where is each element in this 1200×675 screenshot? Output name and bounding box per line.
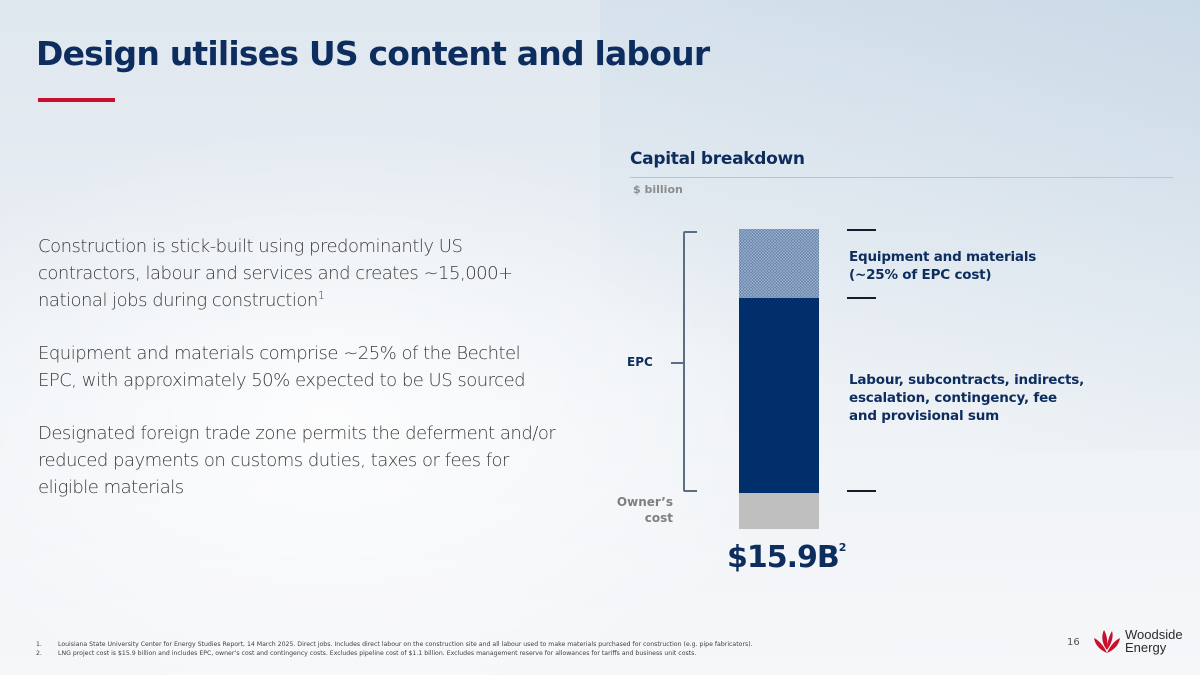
bullet-item: Designated foreign trade zone permits th…	[38, 423, 556, 498]
segment-marker-top	[847, 229, 876, 231]
logo-line-2: Energy	[1125, 640, 1167, 655]
epc-brace-top	[683, 231, 697, 233]
chart-unit-label: $ billion	[633, 183, 683, 196]
bar-segment-owners-cost	[739, 493, 819, 529]
footnotes: 1. Louisiana State University Center for…	[36, 640, 996, 658]
bullet-list: Construction is stick-built using predom…	[38, 233, 558, 527]
footnote-item: 1. Louisiana State University Center for…	[36, 641, 753, 648]
footnote-item: 2. LNG project cost is $15.9 billion and…	[36, 650, 697, 657]
bullet-item: Equipment and materials comprise ~25% of…	[38, 343, 526, 391]
owners-cost-label: Owner’s cost	[616, 495, 673, 525]
epc-label: EPC	[627, 355, 653, 369]
chart-divider	[630, 177, 1173, 178]
chart-title: Capital breakdown	[630, 149, 805, 169]
bullet-item: Construction is stick-built using predom…	[38, 236, 513, 311]
labour-label: Labour, subcontracts, indirects, escalat…	[849, 372, 1085, 424]
woodside-logo: Woodside Energy	[1092, 628, 1183, 654]
footnote-ref: 1	[317, 289, 325, 302]
epc-brace	[683, 233, 685, 490]
epc-brace-bottom	[683, 490, 697, 492]
logo-line-1: Woodside	[1125, 627, 1183, 642]
epc-brace-tip	[671, 362, 683, 364]
segment-marker-labour-bottom	[847, 490, 876, 492]
segment-marker-equipment-bottom	[847, 297, 876, 299]
page-number: 16	[1067, 637, 1080, 648]
title-accent-bar	[38, 98, 115, 102]
footnote-ref: 2	[838, 541, 847, 554]
woodside-flower-icon	[1094, 630, 1120, 653]
bar-segment-equipment	[739, 229, 819, 298]
total-value: $15.9B2	[727, 540, 847, 575]
slide-title: Design utilises US content and labour	[36, 34, 710, 73]
bar-segment-labour	[739, 298, 819, 493]
equipment-label: Equipment and materials (~25% of EPC cos…	[849, 249, 1037, 283]
